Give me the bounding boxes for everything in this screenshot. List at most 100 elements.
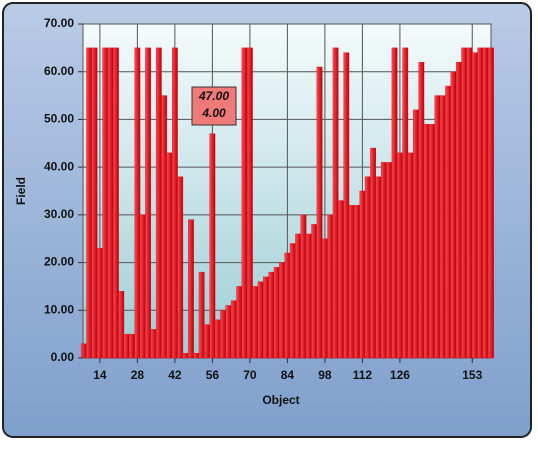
y-tick-label: 40.00 — [44, 159, 74, 173]
bar — [429, 123, 435, 359]
bar — [445, 85, 452, 359]
bar — [488, 47, 494, 359]
bar — [172, 47, 178, 359]
bar — [263, 276, 269, 359]
x-tick-label: 42 — [168, 368, 182, 382]
bar — [273, 267, 280, 359]
x-axis-label: Object — [262, 393, 299, 407]
bar — [214, 319, 221, 359]
bar — [450, 71, 457, 359]
tooltip-box — [191, 86, 237, 126]
bar — [155, 47, 162, 359]
bar — [113, 47, 119, 359]
x-tick-label: 56 — [206, 368, 220, 382]
bar — [86, 47, 93, 359]
bar — [236, 286, 243, 359]
bar — [257, 281, 264, 359]
bar — [439, 95, 446, 359]
bar — [482, 47, 489, 359]
y-tick-label: 50.00 — [44, 112, 74, 126]
bar — [391, 47, 398, 359]
bar — [316, 66, 323, 359]
bar — [472, 52, 478, 359]
bar — [204, 324, 210, 359]
x-tick-label: 70 — [243, 368, 257, 382]
bar — [198, 271, 205, 359]
bar — [96, 248, 103, 359]
tooltip-line: 4.00 — [201, 106, 226, 120]
bar — [80, 343, 87, 359]
bar — [188, 219, 194, 359]
y-tick-label: 0.00 — [51, 350, 75, 364]
bar — [338, 200, 344, 359]
bar — [193, 353, 200, 359]
bar — [397, 152, 403, 359]
bar — [241, 47, 248, 359]
bar — [102, 47, 109, 359]
bar — [91, 47, 98, 359]
bar — [311, 224, 318, 359]
bar — [434, 95, 441, 359]
bar — [359, 190, 366, 359]
bar — [150, 329, 157, 359]
bar — [466, 47, 473, 359]
bar — [289, 243, 296, 359]
bar — [145, 47, 151, 359]
bar — [279, 262, 285, 359]
tooltip: 47.00 4.00 — [191, 86, 237, 126]
bar — [375, 176, 382, 359]
bar — [305, 233, 312, 359]
bar — [423, 123, 430, 359]
bar — [300, 214, 307, 359]
bar — [139, 214, 146, 359]
x-tick-label: 153 — [462, 368, 482, 382]
bar — [129, 333, 135, 359]
bar — [477, 47, 484, 359]
bar — [284, 252, 291, 359]
y-tick-label: 10.00 — [44, 302, 74, 316]
bar — [322, 238, 328, 359]
bar — [220, 310, 226, 359]
bar — [134, 47, 141, 359]
bar — [354, 205, 360, 359]
bar — [418, 61, 425, 359]
bar — [343, 52, 350, 359]
bar — [118, 291, 125, 359]
bar — [327, 214, 334, 359]
x-tick-label: 98 — [318, 368, 332, 382]
x-tick-label: 14 — [93, 368, 107, 382]
bar — [332, 47, 339, 359]
bar — [209, 133, 216, 359]
tooltip-line: 47.00 — [198, 89, 229, 103]
bar — [455, 61, 462, 359]
bar — [380, 162, 387, 359]
bar — [461, 47, 468, 359]
x-tick-label: 28 — [131, 368, 145, 382]
x-tick-label: 126 — [390, 368, 410, 382]
bar — [182, 353, 189, 359]
bar — [370, 147, 377, 359]
bar — [107, 47, 114, 359]
bar — [225, 305, 232, 359]
bar — [247, 47, 253, 359]
bar — [166, 152, 173, 359]
bar — [402, 47, 409, 359]
bar — [177, 176, 184, 359]
bar — [230, 300, 237, 359]
y-axis-label: Field — [14, 177, 28, 205]
y-tick-label: 60.00 — [44, 64, 74, 78]
y-tick-label: 30.00 — [44, 207, 74, 221]
y-tick-label: 70.00 — [44, 16, 74, 30]
y-tick-label: 20.00 — [44, 255, 74, 269]
bar — [413, 109, 419, 359]
bar — [407, 152, 414, 359]
bar — [386, 162, 393, 359]
bar — [252, 286, 259, 359]
bar — [348, 205, 355, 359]
x-tick-label: 112 — [353, 368, 373, 382]
bar — [123, 333, 130, 359]
x-tick-label: 84 — [281, 368, 295, 382]
bar — [295, 233, 301, 359]
bar — [268, 271, 275, 359]
